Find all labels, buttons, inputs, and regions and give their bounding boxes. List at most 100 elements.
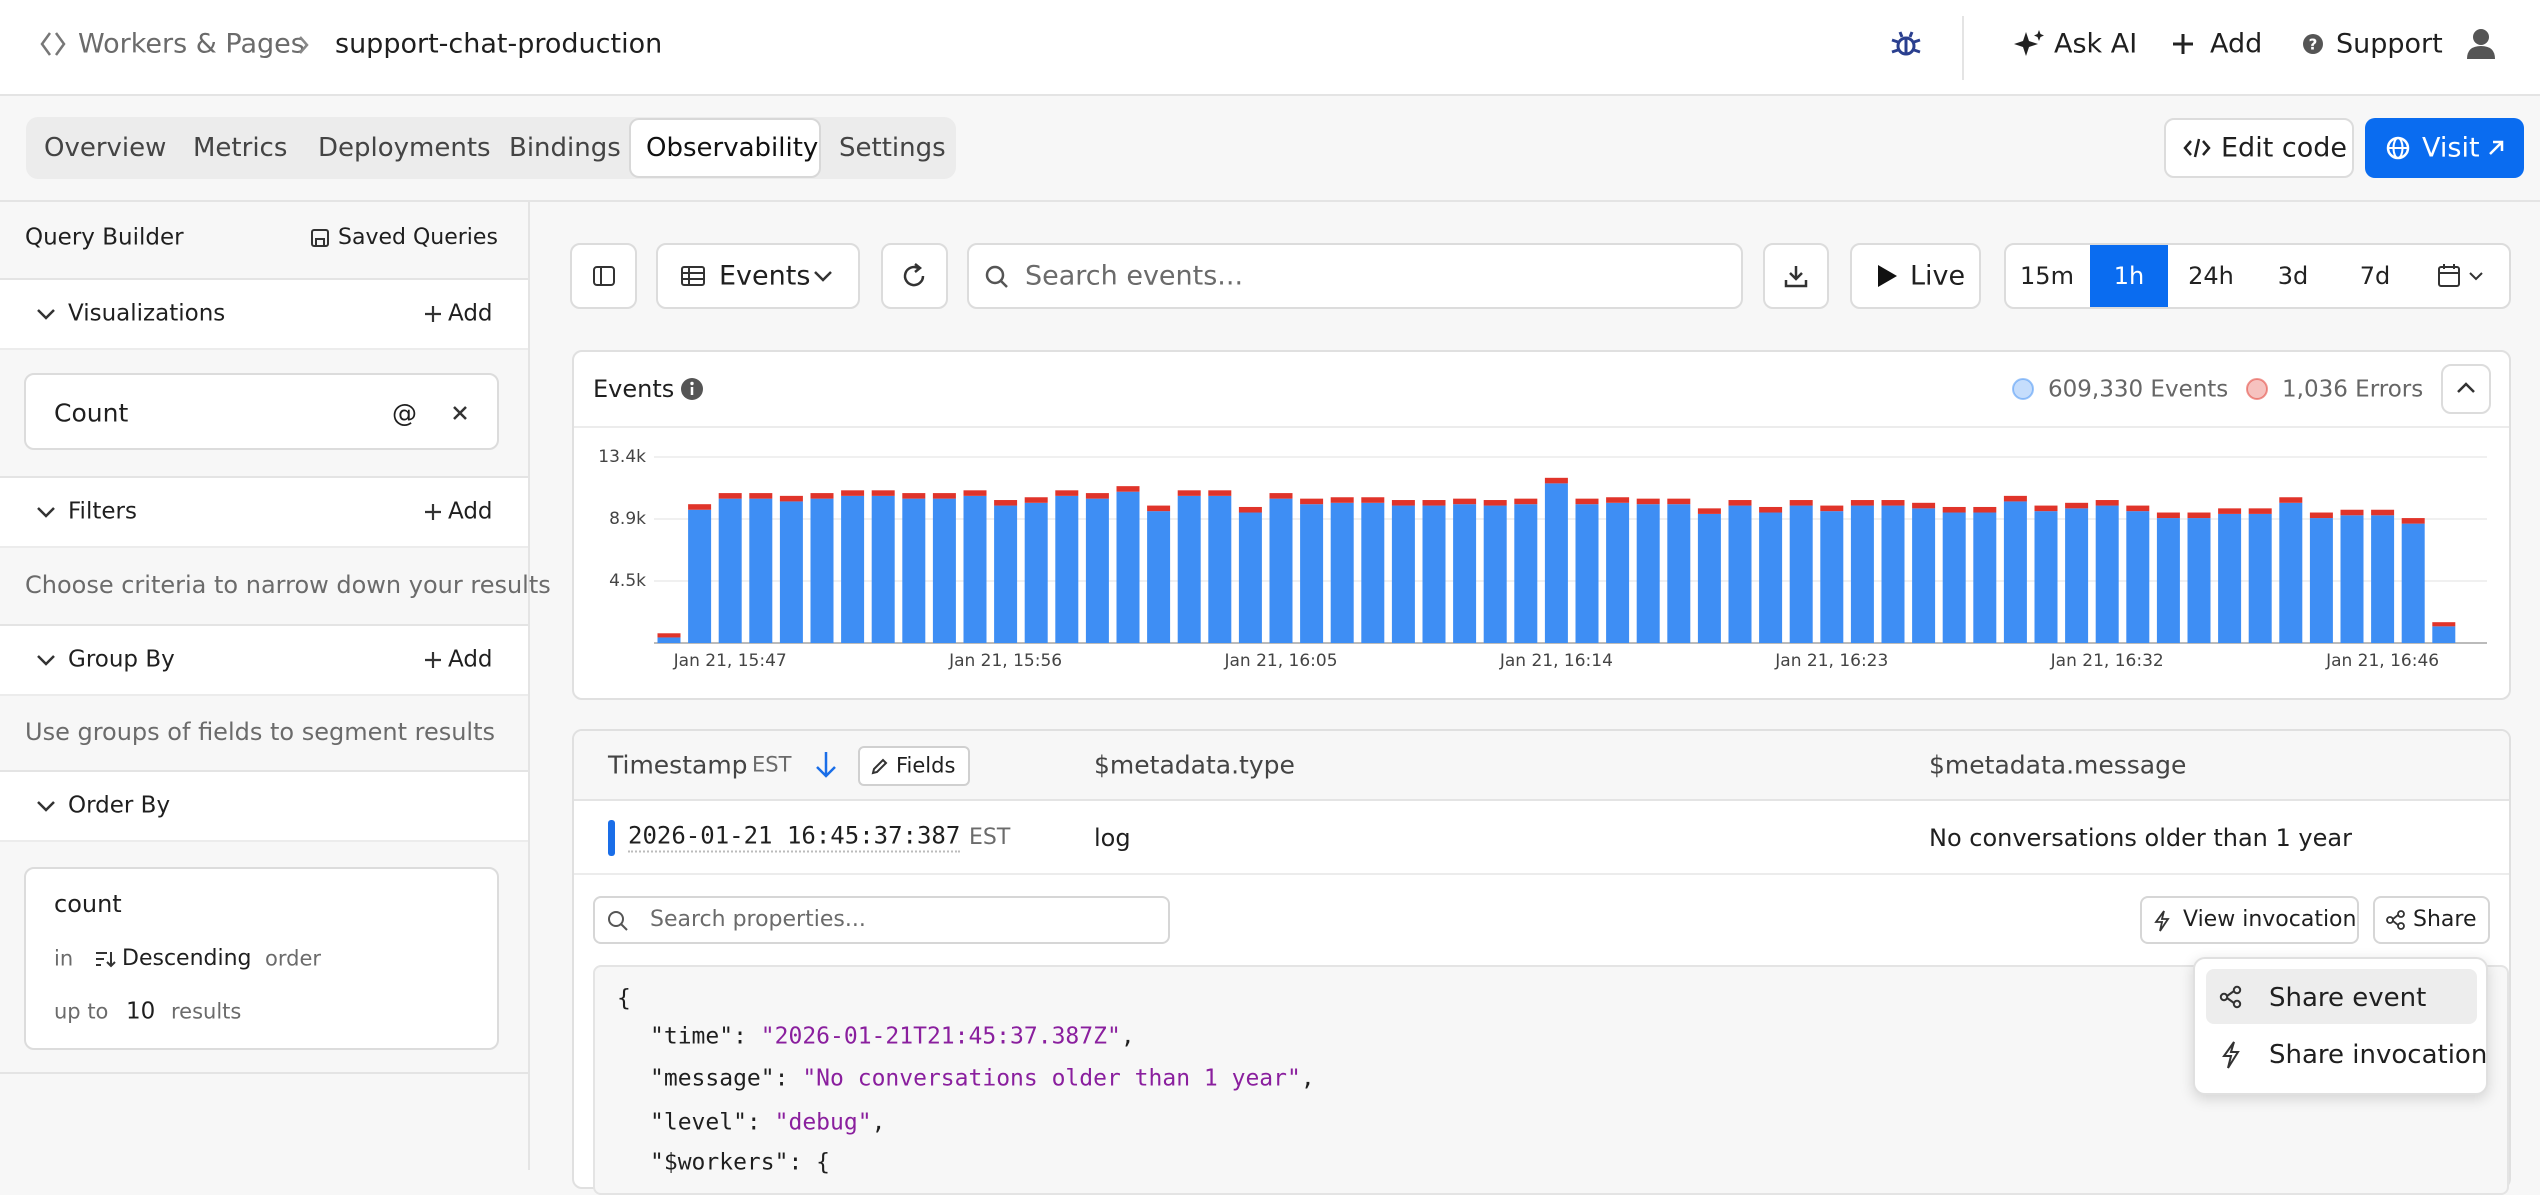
event-bar (1575, 504, 1599, 643)
range[interactable]: 3d (2277, 262, 2309, 290)
event-bar (1483, 505, 1507, 643)
event-bar (1667, 504, 1691, 643)
json-text: "time": (650, 1023, 761, 1050)
event-bar (2187, 518, 2211, 643)
view-invocation-button[interactable] (2140, 896, 2359, 944)
tab[interactable]: Settings (839, 133, 946, 163)
chevron-down (814, 271, 832, 282)
error-bar (1177, 490, 1201, 496)
tab[interactable]: Bindings (509, 133, 621, 163)
live-button[interactable] (1850, 243, 1981, 309)
viz-count: Count (54, 398, 129, 428)
filters-hint: Choose criteria to narrow down your resu… (25, 571, 551, 599)
search-icon (608, 911, 628, 931)
sidebar-title: Query Builder (25, 224, 184, 251)
sidebar-toggle[interactable] (570, 243, 637, 309)
range[interactable]: 24h (2188, 262, 2234, 290)
event-bar (2371, 515, 2395, 643)
error-bar (2065, 502, 2089, 509)
error-bar (1453, 498, 1477, 505)
tab[interactable]: Overview (44, 133, 167, 163)
event-bar (1514, 504, 1538, 643)
error-bar (1483, 500, 1507, 506)
breadcrumb[interactable]: Workers & Pages (78, 28, 305, 60)
chevron-up (2457, 382, 2475, 393)
legend-swatch (2012, 378, 2034, 400)
props-placeholder: Search properties... (650, 907, 866, 932)
play-icon (1878, 265, 1897, 287)
chevron-down (37, 507, 55, 518)
range[interactable]: 7d (2359, 262, 2391, 290)
json-line: "$workers": { (650, 1151, 830, 1175)
event-bar (1820, 511, 1844, 643)
share-invocation[interactable]: Share invocation (2269, 1040, 2488, 1070)
order-direction[interactable]: Descending (122, 946, 252, 971)
event-bar (2279, 502, 2303, 643)
tab[interactable]: Observability (646, 133, 819, 163)
section-name: Order By (68, 792, 171, 819)
event-bar (2340, 515, 2364, 643)
error-bar (1667, 498, 1691, 505)
error-bar (1116, 486, 1140, 492)
col-type: $metadata.type (1094, 750, 1295, 780)
event-bar (1973, 512, 1997, 643)
support[interactable]: Support (2336, 28, 2443, 60)
add[interactable]: Add (2210, 28, 2263, 60)
json-value: "No conversations older than 1 year" (802, 1065, 1301, 1092)
error-bar (1391, 500, 1415, 506)
section-add[interactable]: Add (448, 300, 493, 327)
edit-code-button[interactable] (2164, 118, 2354, 178)
json-text: "message": (650, 1065, 803, 1092)
search-box[interactable] (967, 243, 1743, 309)
json-value: "2026-01-21T21:45:37.387Z" (760, 1023, 1121, 1050)
error-bar (2432, 622, 2456, 627)
event-bar (1728, 505, 1752, 643)
error-bar (1789, 500, 1813, 506)
tab[interactable]: Metrics (193, 133, 288, 163)
remove-icon[interactable] (452, 405, 468, 421)
event-bar (994, 505, 1018, 643)
error-bar (1085, 493, 1109, 499)
section-add[interactable]: Add (448, 498, 493, 525)
range[interactable]: 1h (2113, 262, 2145, 290)
ask-ai[interactable]: Ask AI (2054, 28, 2138, 60)
alias-icon[interactable]: @ (392, 398, 417, 428)
section-header[interactable] (0, 624, 528, 696)
share-icon (2386, 910, 2405, 930)
collapse-button[interactable] (2441, 364, 2491, 414)
event-bar (1453, 504, 1477, 643)
error-bar (1514, 498, 1538, 505)
user-icon[interactable] (2466, 28, 2496, 60)
section-add[interactable]: Add (448, 646, 493, 673)
range[interactable]: 15m (2020, 262, 2074, 290)
error-bar (1024, 497, 1048, 503)
svg-text:?: ? (2309, 36, 2318, 54)
plus-icon (2173, 34, 2193, 54)
saved-queries[interactable]: Saved Queries (338, 225, 498, 250)
error-bar (1147, 505, 1171, 512)
event-bar (1330, 502, 1354, 643)
sort-desc-icon[interactable] (814, 750, 838, 780)
limit[interactable]: 10 (126, 998, 156, 1025)
calendar-icon[interactable] (2438, 264, 2488, 288)
panel-icon (593, 266, 615, 286)
level-indicator (608, 820, 615, 856)
section-header[interactable] (0, 770, 528, 842)
refresh-button[interactable] (881, 243, 948, 309)
ai-icon (2014, 30, 2044, 56)
json-view (593, 965, 2509, 1195)
json-line: "time": "2026-01-21T21:45:37.387Z", (650, 1023, 1135, 1050)
up-to: up to (54, 999, 109, 1024)
event-bar (871, 495, 895, 643)
bug-icon[interactable] (1888, 26, 1924, 62)
tab[interactable]: Deployments (318, 133, 491, 163)
info-icon[interactable] (680, 377, 704, 401)
tz: EST (752, 752, 792, 777)
event-bar (1422, 505, 1446, 643)
row-timestamp[interactable]: 2026-01-21 16:45:37:387 (628, 824, 961, 853)
event-bar (1116, 491, 1140, 643)
project-name: support-chat-production (335, 28, 663, 60)
props-search[interactable] (593, 896, 1170, 944)
share-event[interactable]: Share event (2269, 983, 2427, 1013)
event-bar (1300, 504, 1324, 643)
